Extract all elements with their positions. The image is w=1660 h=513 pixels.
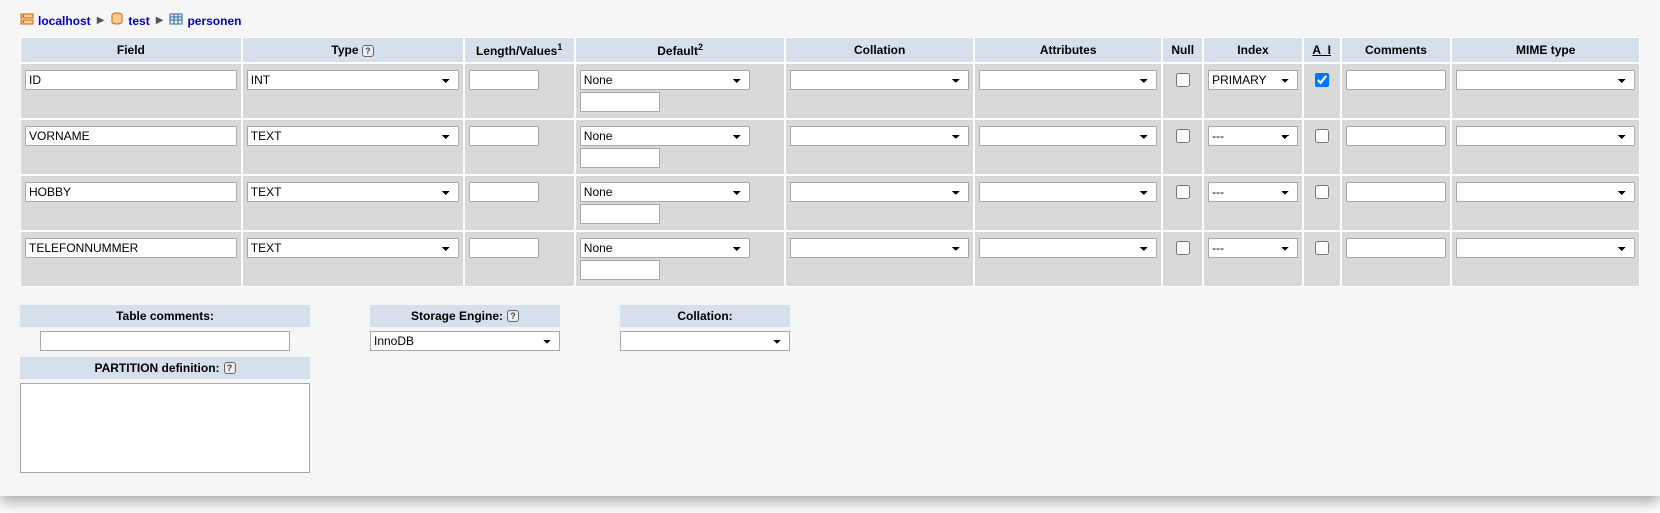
help-icon[interactable]: ? <box>362 45 374 57</box>
breadcrumb-table-link[interactable]: personen <box>187 14 241 28</box>
collation-select[interactable] <box>620 331 790 351</box>
field-name-input[interactable] <box>25 70 237 90</box>
header-row: Field Type ? Length/Values1 Default2 Col… <box>20 37 1640 63</box>
table-row: TEXT None --- <box>20 175 1640 231</box>
collation-select[interactable] <box>790 126 968 146</box>
header-collation: Collation <box>785 37 973 63</box>
storage-engine-block: Storage Engine: ? InnoDB <box>370 305 560 351</box>
null-checkbox[interactable] <box>1176 241 1190 255</box>
table-comments-label: Table comments: <box>20 305 310 327</box>
attributes-select[interactable] <box>979 238 1157 258</box>
type-select[interactable]: TEXT <box>247 182 459 202</box>
index-select[interactable]: --- <box>1208 126 1298 146</box>
collation-select[interactable] <box>790 182 968 202</box>
table-comments-block: Table comments: <box>20 305 310 351</box>
auto-increment-checkbox[interactable] <box>1315 73 1329 87</box>
structure-table: Field Type ? Length/Values1 Default2 Col… <box>20 37 1640 287</box>
length-input[interactable] <box>469 238 539 258</box>
default-value-input[interactable] <box>580 148 660 168</box>
table-row: TEXT None --- <box>20 119 1640 175</box>
header-field: Field <box>20 37 242 63</box>
mime-select[interactable] <box>1456 238 1635 258</box>
table-icon <box>169 12 183 29</box>
storage-engine-label: Storage Engine: ? <box>370 305 560 327</box>
default-value-input[interactable] <box>580 204 660 224</box>
comments-input[interactable] <box>1346 126 1447 146</box>
default-select[interactable]: None <box>580 70 750 90</box>
collation-block: Collation: <box>620 305 790 351</box>
breadcrumb-server-link[interactable]: localhost <box>38 14 91 28</box>
header-mime: MIME type <box>1451 37 1640 63</box>
auto-increment-checkbox[interactable] <box>1315 185 1329 199</box>
header-length: Length/Values1 <box>464 37 575 63</box>
type-select[interactable]: TEXT <box>247 238 459 258</box>
default-select[interactable]: None <box>580 182 750 202</box>
null-checkbox[interactable] <box>1176 129 1190 143</box>
breadcrumb-separator: ▶ <box>154 15 166 26</box>
length-input[interactable] <box>469 126 539 146</box>
field-name-input[interactable] <box>25 238 237 258</box>
help-icon[interactable]: ? <box>224 362 236 374</box>
table-row: INT None PRIMARY <box>20 63 1640 119</box>
help-icon[interactable]: ? <box>507 310 519 322</box>
null-checkbox[interactable] <box>1176 73 1190 87</box>
header-index: Index <box>1203 37 1303 63</box>
partition-block: PARTITION definition: ? <box>20 357 310 476</box>
default-select[interactable]: None <box>580 238 750 258</box>
attributes-select[interactable] <box>979 182 1157 202</box>
type-select[interactable]: TEXT <box>247 126 459 146</box>
breadcrumb-database-link[interactable]: test <box>128 14 149 28</box>
comments-input[interactable] <box>1346 70 1447 90</box>
table-options: Table comments: PARTITION definition: ? … <box>20 305 1640 476</box>
partition-textarea[interactable] <box>20 383 310 473</box>
null-checkbox[interactable] <box>1176 185 1190 199</box>
length-input[interactable] <box>469 182 539 202</box>
storage-engine-select[interactable]: InnoDB <box>370 331 560 351</box>
default-value-input[interactable] <box>580 260 660 280</box>
header-type: Type ? <box>242 37 464 63</box>
auto-increment-checkbox[interactable] <box>1315 129 1329 143</box>
server-icon <box>20 12 34 29</box>
attributes-select[interactable] <box>979 126 1157 146</box>
header-comments: Comments <box>1341 37 1452 63</box>
index-select[interactable]: PRIMARY <box>1208 70 1298 90</box>
page-container: localhost ▶ test ▶ personen Field Type ?… <box>0 0 1660 496</box>
left-column: Table comments: PARTITION definition: ? <box>20 305 310 476</box>
mime-select[interactable] <box>1456 182 1635 202</box>
header-attributes: Attributes <box>974 37 1162 63</box>
partition-label: PARTITION definition: ? <box>20 357 310 379</box>
mime-select[interactable] <box>1456 126 1635 146</box>
collation-label: Collation: <box>620 305 790 327</box>
table-comments-input[interactable] <box>40 331 290 351</box>
index-select[interactable]: --- <box>1208 182 1298 202</box>
type-select[interactable]: INT <box>247 70 459 90</box>
field-name-input[interactable] <box>25 182 237 202</box>
table-row: TEXT None --- <box>20 231 1640 287</box>
auto-increment-checkbox[interactable] <box>1315 241 1329 255</box>
collation-select[interactable] <box>790 238 968 258</box>
default-select[interactable]: None <box>580 126 750 146</box>
default-value-input[interactable] <box>580 92 660 112</box>
header-null: Null <box>1162 37 1203 63</box>
breadcrumb: localhost ▶ test ▶ personen <box>20 8 1640 37</box>
attributes-select[interactable] <box>979 70 1157 90</box>
header-ai: A_I <box>1303 37 1341 63</box>
breadcrumb-separator: ▶ <box>95 15 107 26</box>
comments-input[interactable] <box>1346 182 1447 202</box>
database-icon <box>110 12 124 29</box>
field-name-input[interactable] <box>25 126 237 146</box>
collation-select[interactable] <box>790 70 968 90</box>
length-input[interactable] <box>469 70 539 90</box>
mime-select[interactable] <box>1456 70 1635 90</box>
comments-input[interactable] <box>1346 238 1447 258</box>
index-select[interactable]: --- <box>1208 238 1298 258</box>
header-default: Default2 <box>575 37 786 63</box>
